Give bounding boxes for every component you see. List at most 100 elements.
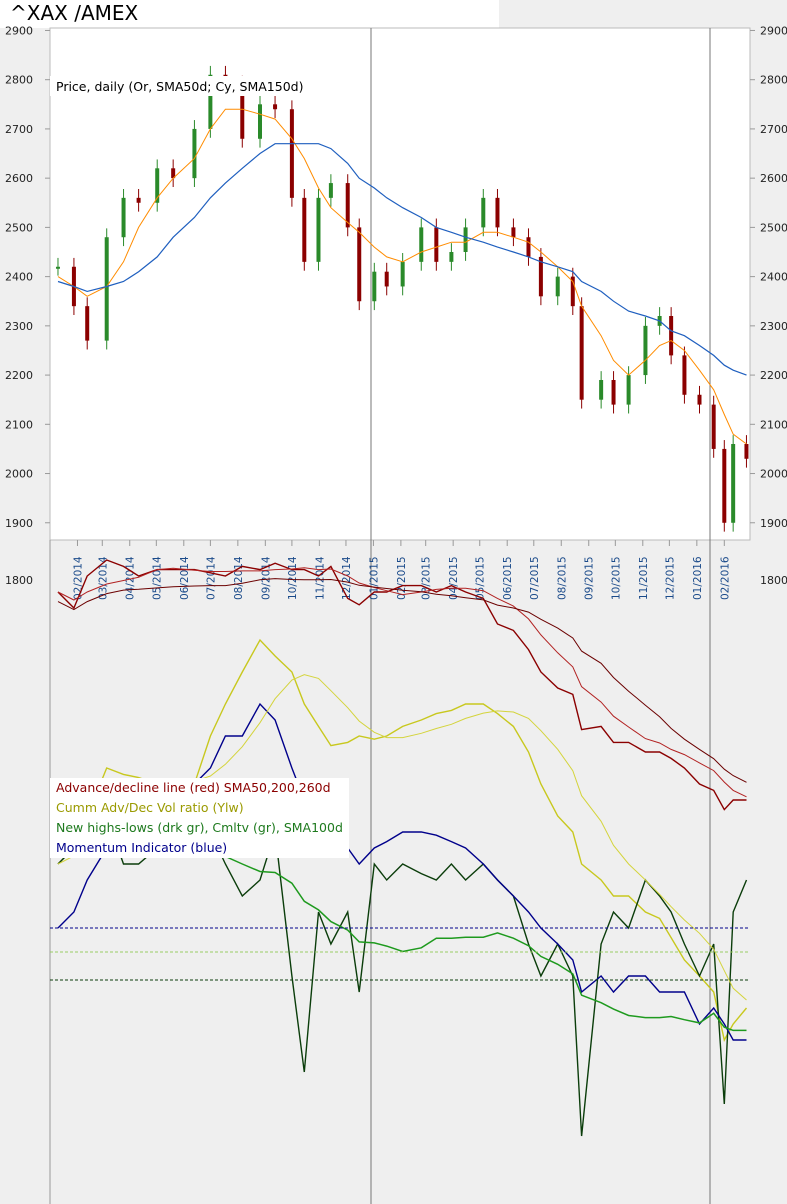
date-tick-label: 04/2015 xyxy=(448,556,460,600)
price-candle-body xyxy=(669,316,674,356)
sma50-line xyxy=(57,108,747,445)
legend-momentum: Momentum Indicator (blue) xyxy=(56,840,227,855)
price-candle-body xyxy=(55,266,60,269)
date-tick-label: 02/2015 xyxy=(396,556,408,600)
y-tick-label-right: 2200 xyxy=(760,369,787,382)
price-candle-body xyxy=(345,183,350,228)
price-candle-body xyxy=(328,183,333,198)
price-candle-body xyxy=(400,261,405,287)
y-tick-label-right: 1900 xyxy=(760,517,787,530)
y-tick-label-left: 2400 xyxy=(5,271,33,284)
price-candle-body xyxy=(104,237,109,341)
price-candle-body xyxy=(419,227,424,262)
price-candle-body xyxy=(579,306,584,400)
cumulative-nhl-line xyxy=(57,832,747,1032)
date-tick-label: 01/2016 xyxy=(692,556,704,600)
date-tick-label: 02/2016 xyxy=(719,556,731,600)
date-tick-label: 09/2014 xyxy=(260,556,272,600)
price-candle-body xyxy=(136,197,141,203)
price-candle-body xyxy=(449,252,454,262)
date-tick-label: 05/2014 xyxy=(151,556,163,600)
momentum-line xyxy=(57,702,747,1041)
y-tick-label-left: 2300 xyxy=(5,320,33,333)
legend-new-highs-lows: New highs-lows (drk gr), Cmltv (gr), SMA… xyxy=(56,820,343,835)
y-tick-label-left: 1800 xyxy=(5,574,33,587)
price-candle-body xyxy=(555,276,560,297)
date-tick-label: 04/2014 xyxy=(125,556,137,600)
price-candle-body xyxy=(511,227,516,238)
breadth-legend-box xyxy=(50,778,349,858)
date-tick-label: 12/2014 xyxy=(341,556,353,600)
price-candle-body xyxy=(240,84,245,139)
date-tick-label: 02/2014 xyxy=(72,556,84,600)
date-tick-label: 06/2015 xyxy=(502,556,514,600)
price-candle-body xyxy=(722,448,727,523)
y-tick-label-right: 2800 xyxy=(760,74,787,87)
title-box xyxy=(0,0,499,28)
y-tick-label-left: 1900 xyxy=(5,517,33,530)
y-tick-label-left: 2600 xyxy=(5,172,33,185)
price-candle-body xyxy=(611,380,616,405)
y-tick-label-left: 2100 xyxy=(5,418,33,431)
chart-title: ^XAX /AMEX xyxy=(10,1,139,25)
date-tick-label: 10/2015 xyxy=(610,556,622,600)
sma150-line xyxy=(57,143,747,376)
price-candle-body xyxy=(570,276,575,307)
y-tick-label-right: 2000 xyxy=(760,468,787,481)
price-candle-body xyxy=(682,355,687,395)
price-legend-box xyxy=(50,76,350,96)
legend-ad-line: Advance/decline line (red) SMA50,200,260… xyxy=(56,780,331,795)
y-tick-label-right: 2500 xyxy=(760,221,787,234)
price-candle-body xyxy=(289,109,294,198)
price-candle-body xyxy=(155,168,160,203)
date-tick-label: 03/2014 xyxy=(97,556,109,600)
y-tick-label-left: 2900 xyxy=(5,24,33,37)
price-candle-body xyxy=(643,325,648,376)
price-candle-body xyxy=(744,444,749,459)
price-candle-body xyxy=(526,237,531,257)
y-tick-label-right: 2600 xyxy=(760,172,787,185)
price-candle-body xyxy=(697,394,702,405)
date-tick-label: 08/2015 xyxy=(556,556,568,600)
ad-sma200-line xyxy=(57,578,747,783)
y-tick-label-right: 2400 xyxy=(760,271,787,284)
date-tick-label: 11/2014 xyxy=(314,556,326,600)
date-tick-label: 01/2015 xyxy=(368,556,380,600)
price-candle-body xyxy=(273,104,278,110)
legend-cumm-vol: Cumm Adv/Dec Vol ratio (Ylw) xyxy=(56,800,244,815)
price-candle-body xyxy=(599,380,604,400)
price-candle-body xyxy=(711,404,716,449)
price-candle-body xyxy=(357,227,362,302)
price-plot-area xyxy=(49,27,751,541)
date-axis: 02/2014 03/2014 04/2014 05/2014 06/2014 07/20… xyxy=(72,540,731,600)
price-candle-body xyxy=(192,128,197,179)
price-candle-body xyxy=(316,197,321,262)
price-candle-body xyxy=(463,227,468,252)
y-tick-label-right: 2900 xyxy=(760,24,787,37)
price-candle-body xyxy=(731,444,736,523)
price-candle-body xyxy=(121,197,126,238)
date-tick-label: 05/2015 xyxy=(475,556,487,600)
price-candle-body xyxy=(626,375,631,405)
y-tick-label-left: 2000 xyxy=(5,468,33,481)
y-tick-label-left: 2800 xyxy=(5,74,33,87)
date-tick-label: 08/2014 xyxy=(233,556,245,600)
price-candle-body xyxy=(171,168,176,179)
date-tick-label: 11/2015 xyxy=(638,556,650,600)
price-legend: Price, daily (Or, SMA50d; Cy, SMA150d) xyxy=(56,79,303,94)
date-tick-label: 07/2015 xyxy=(529,556,541,600)
date-tick-label: 07/2014 xyxy=(205,556,217,600)
date-tick-label: 12/2015 xyxy=(664,556,676,600)
price-candle-body xyxy=(85,306,90,341)
y-tick-label-left: 2700 xyxy=(5,123,33,136)
price-candle-body xyxy=(372,271,377,302)
price-candle-body xyxy=(481,197,486,228)
y-tick-label-right: 1800 xyxy=(760,574,787,587)
price-candle-body xyxy=(258,104,262,139)
date-tick-label: 06/2014 xyxy=(179,556,191,600)
price-candle-body xyxy=(434,227,439,262)
ad-sma50-line xyxy=(57,567,747,798)
price-candle-body xyxy=(302,197,307,262)
date-tick-label: 09/2015 xyxy=(584,556,596,600)
